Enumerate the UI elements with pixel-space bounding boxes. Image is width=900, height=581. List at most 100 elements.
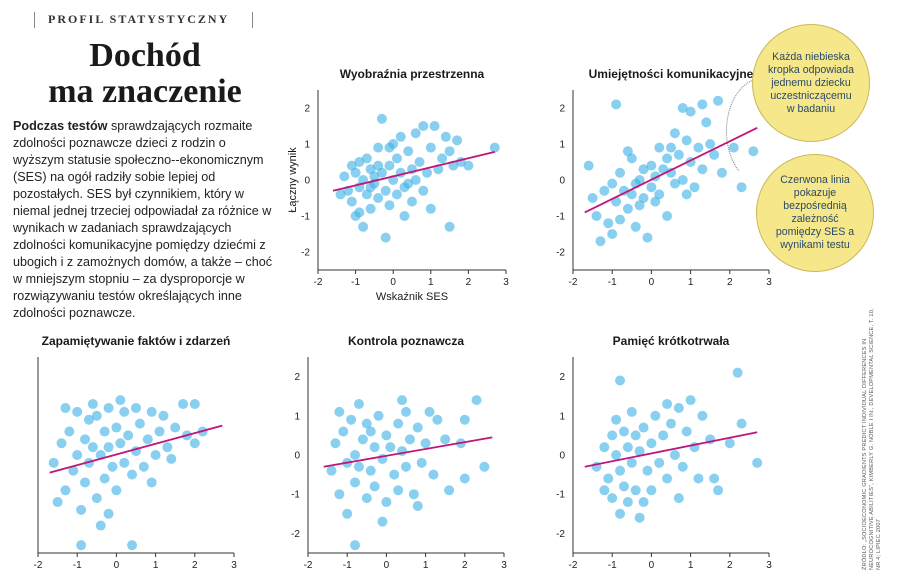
- data-point: [154, 426, 165, 437]
- data-point: [418, 185, 429, 196]
- data-point: [385, 442, 396, 453]
- data-point: [391, 189, 402, 200]
- data-point: [697, 99, 708, 110]
- data-point: [397, 395, 408, 406]
- data-point: [709, 473, 720, 484]
- data-point: [658, 430, 669, 441]
- source-note: ŹRÓDŁO: „SOCIOECONOMIC GRADIENTS PREDICT…: [862, 308, 882, 570]
- data-point: [489, 142, 500, 153]
- data-point: [365, 465, 376, 476]
- y-axis-label: Łączny wynik: [287, 147, 299, 213]
- trend-line: [323, 436, 493, 468]
- data-point: [358, 221, 369, 232]
- data-point: [587, 193, 598, 203]
- data-point: [103, 508, 114, 519]
- data-point: [60, 485, 71, 496]
- data-point: [583, 160, 594, 171]
- data-point: [401, 461, 411, 472]
- y-tick-label: -2: [301, 248, 310, 259]
- data-point: [80, 477, 91, 488]
- data-point: [646, 485, 657, 496]
- data-point: [713, 95, 724, 106]
- data-point: [669, 450, 680, 460]
- data-point: [403, 146, 414, 157]
- data-point: [72, 450, 83, 460]
- data-point: [428, 469, 439, 480]
- data-point: [334, 489, 345, 500]
- data-point: [119, 457, 130, 468]
- data-point: [677, 103, 688, 113]
- data-point: [346, 414, 357, 425]
- data-point: [429, 121, 440, 131]
- data-point: [440, 131, 451, 142]
- header-divider-right: [252, 12, 253, 28]
- data-point: [334, 406, 345, 417]
- data-point: [622, 203, 633, 214]
- data-point: [425, 142, 436, 153]
- data-point: [736, 418, 747, 429]
- y-tick-label: -2: [291, 529, 300, 540]
- chart-title: Umiejętności komunikacyjne: [589, 67, 754, 81]
- data-point: [650, 196, 661, 207]
- data-point: [603, 473, 614, 484]
- data-point: [630, 430, 641, 441]
- x-tick-label: 1: [423, 560, 429, 571]
- data-point: [630, 221, 641, 232]
- data-point: [666, 167, 676, 178]
- data-point: [418, 121, 429, 131]
- data-point: [724, 438, 735, 449]
- chart-umiejetnosci: Umiejętności komunikacyjne -2 -1 0 1 2 3 2 1 0 -1 -…: [556, 67, 772, 288]
- chart-kontrola: Kontrola poznawcza -2 -1 0 1 2 3 2 1 0 -1 -2: [291, 334, 507, 571]
- data-point: [611, 99, 622, 110]
- y-tick-label: -2: [556, 529, 565, 540]
- data-point: [103, 442, 114, 453]
- data-point: [638, 164, 649, 175]
- data-point: [350, 477, 361, 488]
- data-point: [611, 414, 622, 425]
- data-point: [673, 493, 684, 504]
- x-tick-label: 3: [501, 560, 507, 571]
- data-point: [459, 414, 470, 425]
- data-point: [412, 422, 423, 433]
- y-tick-label: 0: [294, 451, 300, 462]
- y-tick-label: 0: [304, 176, 310, 187]
- data-point: [381, 497, 392, 508]
- data-point: [681, 189, 692, 200]
- chart-title: Wyobraźnia przestrzenna: [340, 67, 485, 81]
- data-point: [440, 434, 451, 445]
- data-point: [615, 167, 626, 178]
- y-tick-label: -2: [556, 248, 565, 259]
- intro-paragraph: Podczas testów sprawdzających rozmaite z…: [13, 118, 278, 322]
- x-tick-label: 3: [766, 560, 772, 571]
- data-point: [384, 200, 395, 211]
- data-point: [607, 178, 618, 189]
- data-point: [189, 399, 200, 410]
- data-point: [369, 442, 380, 453]
- y-tick-label: -1: [556, 212, 565, 223]
- section-header: PROFIL STATYSTYCZNY: [34, 10, 254, 28]
- data-point: [357, 434, 368, 445]
- data-point: [673, 402, 684, 413]
- data-point: [410, 175, 421, 185]
- x-tick-label: 1: [688, 277, 694, 288]
- data-point: [115, 395, 126, 406]
- data-point: [654, 142, 665, 153]
- y-tick-label: 1: [559, 140, 565, 151]
- x-tick-label: 1: [153, 560, 159, 571]
- data-point: [166, 453, 177, 464]
- data-point: [142, 434, 153, 445]
- data-point: [83, 414, 94, 425]
- data-point: [373, 193, 384, 203]
- data-point: [599, 485, 610, 496]
- data-point: [353, 461, 364, 472]
- x-tick-label: 1: [428, 277, 434, 288]
- data-point: [669, 128, 680, 139]
- data-point: [425, 203, 436, 214]
- x-tick-label: -2: [569, 277, 578, 288]
- data-point: [353, 399, 364, 410]
- data-point: [115, 438, 126, 449]
- data-point: [354, 157, 365, 167]
- data-point: [599, 185, 610, 196]
- data-point: [369, 481, 380, 492]
- x-tick-label: -2: [304, 560, 313, 571]
